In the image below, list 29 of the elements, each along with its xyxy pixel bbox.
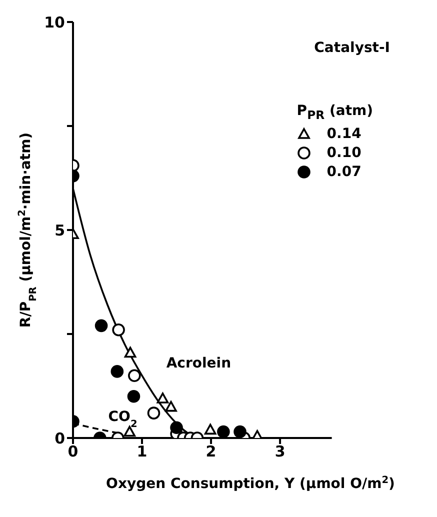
series-label: Acrolein <box>166 356 232 372</box>
point <box>124 426 136 437</box>
point <box>156 392 169 404</box>
x-tick-label: 2 <box>206 442 216 461</box>
point <box>128 369 141 382</box>
legend-label: 0.10 <box>326 144 362 161</box>
point <box>124 346 136 358</box>
y-tick-label: 0 <box>54 429 65 448</box>
legend-title: P$_{PR}$ (atm) <box>296 103 373 122</box>
x-tick-label: 3 <box>274 442 286 461</box>
x-tick-label: 1 <box>136 442 148 461</box>
point <box>112 323 125 336</box>
point <box>170 421 183 434</box>
y-tick-label: 10 <box>44 13 65 32</box>
point <box>147 406 160 420</box>
y-tick-label: 5 <box>54 221 65 240</box>
series-label: CO$_{2}$ <box>108 408 138 430</box>
legend-label: 0.07 <box>326 164 362 180</box>
point <box>217 425 230 438</box>
x-axis-title: Oxygen Consumption, Y (μmol O/m$^{2}$) <box>106 474 395 492</box>
text: Catalyst-I <box>314 40 390 56</box>
legend-label: 0.14 <box>326 126 362 142</box>
point <box>204 424 216 435</box>
point <box>127 390 140 403</box>
point <box>165 400 177 412</box>
point <box>94 319 108 332</box>
point <box>110 365 124 378</box>
point <box>234 425 246 438</box>
x-tick-label: 0 <box>68 442 78 461</box>
